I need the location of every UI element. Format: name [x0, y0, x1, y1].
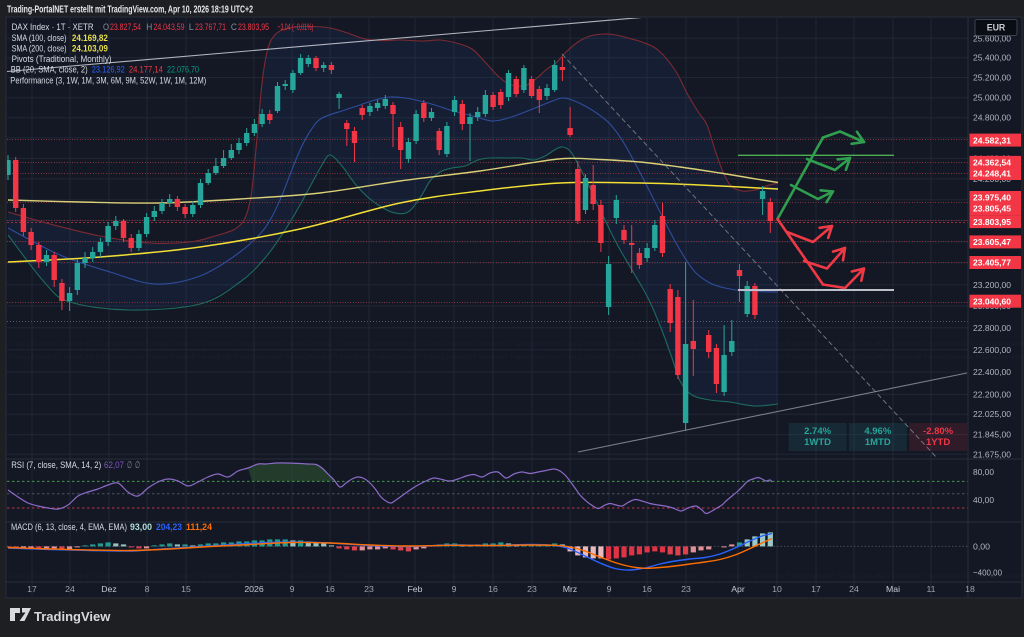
svg-text:23.200,00: 23.200,00 [973, 280, 1011, 290]
svg-text:22.200,00: 22.200,00 [973, 389, 1011, 399]
svg-text:Trading-PortalNET erstellt mit: Trading-PortalNET erstellt mit TradingVi… [8, 341, 1024, 348]
svg-text:23.605,47: 23.605,47 [973, 237, 1011, 247]
svg-text:DAX Index · 1T · XETR: DAX Index · 1T · XETR [12, 22, 94, 32]
svg-text:Dez: Dez [101, 584, 116, 594]
svg-text:BB (20, SMA, close, 2): BB (20, SMA, close, 2) [11, 65, 88, 75]
svg-text:24.582,31: 24.582,31 [973, 135, 1011, 145]
svg-text:1MTD: 1MTD [865, 437, 891, 448]
svg-text:9: 9 [290, 584, 295, 594]
svg-text:22.076,70: 22.076,70 [167, 65, 199, 75]
svg-text:H: H [146, 22, 152, 32]
svg-text:24: 24 [65, 584, 75, 594]
svg-text:9: 9 [607, 584, 612, 594]
svg-text:Performance (3, 1W, 1M, 3M, 6M: Performance (3, 1W, 1M, 3M, 6M, 9M, 52W,… [10, 76, 206, 86]
svg-text:Mai: Mai [886, 584, 900, 594]
svg-text:-2.80%: -2.80% [923, 426, 954, 437]
svg-text:Trading-PortalNET erstellt mit: Trading-PortalNET erstellt mit TradingVi… [8, 354, 1024, 361]
svg-text:16: 16 [488, 584, 498, 594]
svg-text:23.827,54: 23.827,54 [110, 22, 141, 32]
svg-text:17: 17 [811, 584, 821, 594]
svg-text:EUR: EUR [987, 23, 1006, 33]
svg-text:22.400,00: 22.400,00 [973, 367, 1011, 377]
svg-text:23.767,71: 23.767,71 [195, 22, 226, 32]
svg-text:Pivots (Traditional, Monthly): Pivots (Traditional, Monthly) [12, 54, 112, 64]
svg-text:SMA (100, close): SMA (100, close) [12, 33, 67, 43]
svg-text:111,24: 111,24 [186, 522, 213, 532]
svg-text:21.845,00: 21.845,00 [973, 430, 1011, 440]
svg-text:23.803,95: 23.803,95 [238, 22, 269, 32]
svg-text:Mrz: Mrz [563, 584, 577, 594]
svg-text:C: C [231, 22, 237, 32]
svg-text:24.362,54: 24.362,54 [973, 158, 1011, 168]
svg-text:23: 23 [527, 584, 537, 594]
svg-text:204,23: 204,23 [156, 522, 182, 532]
svg-text:RSI (7, close, SMA, 14, 2): RSI (7, close, SMA, 14, 2) [11, 460, 101, 470]
svg-text:16: 16 [642, 584, 652, 594]
svg-text:21.675,00: 21.675,00 [973, 449, 1011, 459]
svg-text:93,00: 93,00 [130, 522, 152, 532]
svg-text:23.805,45: 23.805,45 [973, 204, 1011, 214]
svg-text:Trading-PortalNET erstellt mit: Trading-PortalNET erstellt mit TradingVi… [7, 4, 253, 16]
svg-text:15: 15 [181, 584, 191, 594]
svg-text:24.248,41: 24.248,41 [973, 169, 1011, 179]
svg-text:L: L [189, 22, 194, 32]
svg-text:22.025,00: 22.025,00 [973, 409, 1011, 419]
svg-text:∅: ∅ [135, 460, 140, 470]
svg-text:24.177,14: 24.177,14 [129, 65, 163, 75]
svg-text:1WTD: 1WTD [804, 437, 831, 448]
svg-text:23.975,40: 23.975,40 [973, 193, 1011, 203]
svg-text:−3,04 (−0,01%): −3,04 (−0,01%) [277, 22, 313, 32]
svg-text:23.040,60: 23.040,60 [973, 296, 1011, 306]
svg-text:24.800,00: 24.800,00 [973, 113, 1011, 123]
svg-text:2026: 2026 [244, 584, 263, 594]
svg-text:8: 8 [145, 584, 150, 594]
svg-text:4.96%: 4.96% [864, 426, 891, 437]
svg-text:11: 11 [926, 584, 935, 594]
svg-text:TradingView: TradingView [34, 609, 111, 624]
svg-text:10: 10 [772, 584, 782, 594]
svg-text:18: 18 [965, 584, 975, 594]
svg-text:O: O [103, 22, 109, 32]
svg-text:0,00: 0,00 [973, 541, 990, 551]
svg-text:24.103,09: 24.103,09 [72, 44, 108, 54]
svg-text:∅: ∅ [127, 460, 132, 470]
svg-text:22.800,00: 22.800,00 [973, 323, 1011, 333]
svg-text:23.405,77: 23.405,77 [973, 258, 1011, 268]
svg-text:Trading-PortalNET erstellt mit: Trading-PortalNET erstellt mit TradingVi… [8, 573, 1024, 580]
svg-text:17: 17 [27, 584, 37, 594]
svg-text:Feb: Feb [408, 584, 423, 594]
svg-text:−400,00: −400,00 [973, 567, 1002, 577]
svg-text:24.043,59: 24.043,59 [154, 22, 185, 32]
svg-text:2.74%: 2.74% [804, 426, 831, 437]
svg-text:25.600,00: 25.600,00 [973, 33, 1011, 43]
svg-text:23.126,92: 23.126,92 [92, 65, 125, 75]
svg-text:24: 24 [849, 584, 859, 594]
svg-text:23: 23 [681, 584, 691, 594]
svg-text:SMA (200, close): SMA (200, close) [12, 44, 67, 54]
svg-text:25.000,00: 25.000,00 [973, 93, 1011, 103]
svg-text:25.400,00: 25.400,00 [973, 53, 1011, 63]
svg-text:23: 23 [364, 584, 374, 594]
svg-text:Apr: Apr [731, 584, 745, 594]
svg-text:MACD (6, 13, close, 4, EMA, EM: MACD (6, 13, close, 4, EMA, EMA) [11, 522, 127, 532]
svg-text:40,00: 40,00 [973, 495, 994, 505]
svg-text:1YTD: 1YTD [926, 437, 950, 448]
svg-text:23.803,95: 23.803,95 [973, 217, 1011, 227]
svg-text:22.600,00: 22.600,00 [973, 345, 1011, 355]
svg-text:9: 9 [452, 584, 457, 594]
svg-text:80,00: 80,00 [973, 467, 994, 477]
svg-text:24.169,82: 24.169,82 [72, 33, 108, 43]
svg-text:16: 16 [325, 584, 335, 594]
svg-text:25.200,00: 25.200,00 [973, 73, 1011, 83]
svg-text:62,07: 62,07 [104, 460, 124, 470]
